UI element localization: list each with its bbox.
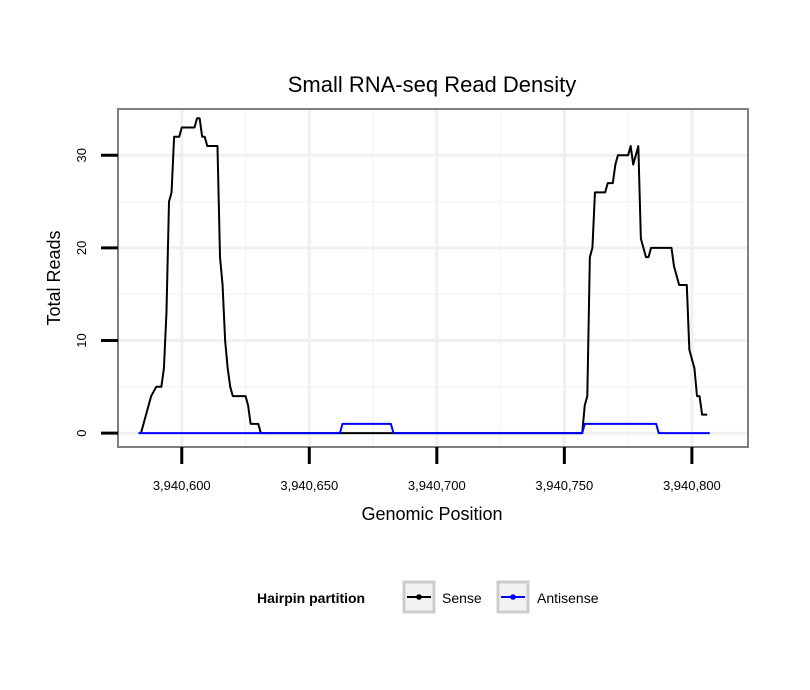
x-tick-label: 3,940,700 — [408, 478, 466, 493]
y-tick-label: 10 — [74, 333, 89, 347]
x-tick-label: 3,940,800 — [663, 478, 721, 493]
y-axis-title: Total Reads — [44, 230, 64, 325]
y-tick-label: 20 — [74, 241, 89, 255]
plot-panel — [118, 109, 748, 447]
x-axis-title: Genomic Position — [361, 504, 502, 524]
x-tick-label: 3,940,600 — [153, 478, 211, 493]
legend-title: Hairpin partition — [257, 590, 365, 606]
legend-label: Antisense — [537, 590, 599, 606]
y-tick-label: 30 — [74, 148, 89, 162]
series-layer — [138, 117, 710, 435]
x-tick-label: 3,940,750 — [535, 478, 593, 493]
chart-title: Small RNA-seq Read Density — [288, 72, 577, 97]
y-tick-label: 0 — [74, 429, 89, 436]
y-axis: 0 10 20 30 — [74, 148, 118, 437]
series-line-antisense — [138, 422, 710, 435]
x-tick-label: 3,940,650 — [280, 478, 338, 493]
x-axis: 3,940,600 3,940,650 3,940,700 3,940,750 3,94… — [153, 447, 721, 493]
legend-label: Sense — [442, 590, 482, 606]
legend: Hairpin partition Sense Antisense — [257, 580, 599, 614]
legend-entry-sense: Sense — [402, 580, 482, 614]
legend-entry-antisense: Antisense — [496, 580, 599, 614]
legend-key-point — [510, 594, 516, 600]
legend-key-point — [416, 594, 422, 600]
plot-border — [117, 108, 749, 448]
